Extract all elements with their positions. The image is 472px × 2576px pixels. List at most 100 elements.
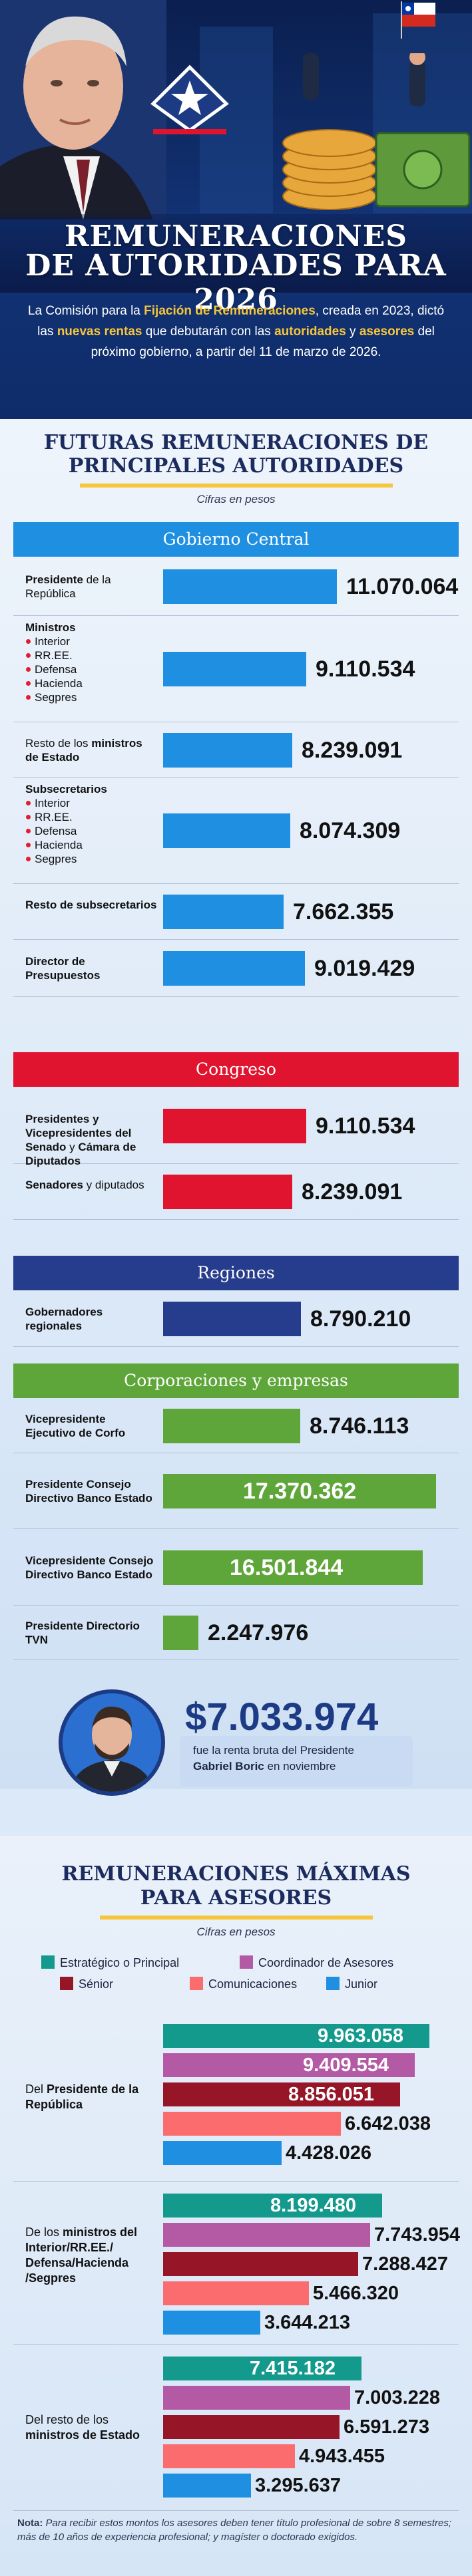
group-label: Del resto de los ministros de Estado: [25, 2412, 158, 2443]
label-bold: Vicepresidente Consejo Directivo Banco E…: [25, 1554, 154, 1581]
row-label: Director de Presupuestos: [25, 954, 158, 982]
value-label: 6.642.038: [345, 2113, 431, 2134]
data-row: Gobernadores regionales 8.790.210: [13, 1291, 459, 1347]
label-bold: Ministros: [25, 621, 76, 634]
legend-item: Junior: [326, 1977, 377, 1991]
footnote-label: Nota:: [17, 2517, 43, 2529]
row-label: Presidente Directorio TVN: [25, 1619, 158, 1647]
value-bar: [163, 1109, 306, 1143]
intro-highlight: autoridades: [274, 325, 346, 339]
government-logo-icon: [150, 65, 229, 134]
label-bold: Gobernadores regionales: [25, 1306, 103, 1332]
label-bullet: Defensa: [25, 662, 158, 676]
value-bar: [163, 2024, 429, 2048]
legend-swatch: [190, 1977, 203, 1990]
label-bold: Subsecretarios: [25, 782, 107, 795]
value-bar: [163, 1474, 436, 1508]
label-bullet: Hacienda: [25, 838, 158, 852]
value-bar: [163, 2141, 282, 2165]
data-row: Presidente de la República 11.070.064: [13, 557, 459, 616]
category-band: Regiones: [13, 1256, 459, 1290]
label-bold: Senadores: [25, 1179, 83, 1191]
legend-item: Coordinador de Asesores: [240, 1955, 393, 1970]
section2-subtitle: Cifras en pesos: [196, 1926, 276, 1938]
value-bar: [163, 1175, 292, 1209]
intro-text: del próximo gobierno, a partir del 11 de…: [91, 325, 435, 359]
value-bar: [163, 2474, 251, 2498]
value-label: 8.790.210: [310, 1306, 411, 1332]
label-text: Resto de los: [25, 736, 92, 750]
title-underline: [100, 1916, 373, 1920]
intro-paragraph: La Comisión para la Fijación de Remunera…: [20, 301, 452, 362]
value-bar: [163, 1302, 301, 1336]
label-bold: ministros de Estado: [25, 736, 142, 764]
label-bold: Resto de subsecretarios: [25, 899, 157, 911]
caption-name: Gabriel Boric: [193, 1760, 264, 1773]
data-row: Senadores y diputados 8.239.091: [13, 1164, 459, 1220]
row-label: Vicepresidente Ejecutivo de Corfo: [25, 1412, 158, 1440]
value-bar: [163, 2252, 358, 2276]
row-label: Senadores y diputados: [25, 1178, 158, 1192]
label-text: y: [66, 1140, 79, 1153]
value-bar: [163, 1616, 198, 1650]
data-row: Presidente Consejo Directivo Banco Estad…: [13, 1453, 459, 1529]
value-bar: [163, 1409, 300, 1443]
row-label: Subsecretarios Interior RR.EE. Defensa Hacie…: [25, 782, 158, 866]
legend-label: Coordinador de Asesores: [258, 1956, 394, 1969]
boric-callout-box: [180, 1736, 413, 1787]
intro-highlight: asesores: [359, 325, 415, 339]
caption-tail: en noviembre: [264, 1760, 336, 1773]
building-silhouette: [200, 27, 273, 213]
boric-photo: [59, 1689, 165, 1796]
value-bar: [163, 2112, 341, 2136]
header-banner: REMUNERACIONES DE AUTORIDADES PARA 2026 …: [0, 0, 472, 419]
caption-text: fue la renta bruta del Presidente: [193, 1744, 354, 1757]
label-bold: Presidente: [25, 573, 83, 586]
value-bar: [163, 813, 290, 848]
label-bold: ministros de Estado: [25, 2428, 140, 2442]
legend-label: Estratégico o Principal: [60, 1956, 180, 1969]
value-bar: [163, 733, 292, 768]
row-label: Vicepresidente Consejo Directivo Banco E…: [25, 1554, 158, 1582]
value-bar: [163, 951, 305, 986]
value-label: 2.247.976: [208, 1620, 309, 1646]
label-bullet: Segpres: [25, 690, 158, 704]
value-label: 9.019.429: [314, 956, 415, 981]
section1-subtitle: Cifras en pesos: [196, 493, 276, 505]
section1-title-line1: FUTURAS REMUNERACIONES DE: [43, 431, 429, 454]
legend-swatch: [60, 1977, 73, 1990]
label-bullet: RR.EE.: [25, 648, 158, 662]
intro-text: y: [346, 325, 359, 339]
advisor-group: Del Presidente de la República 9.963.058 9…: [13, 2012, 459, 2182]
title-band: [0, 214, 472, 293]
value-label: 7.415.182: [250, 2358, 336, 2379]
legend-swatch: [326, 1977, 340, 1990]
data-row: Resto de subsecretarios 7.662.355: [13, 884, 459, 940]
section1-title-line2: PRINCIPALES AUTORIDADES: [68, 454, 404, 478]
value-label: 8.074.309: [300, 818, 401, 843]
page-title-line2: DE AUTORIDADES PARA 2026: [25, 249, 447, 317]
legend-label: Junior: [345, 1977, 378, 1991]
value-label: 8.746.113: [310, 1413, 409, 1439]
value-label: 3.644.213: [264, 2312, 351, 2333]
label-text: y diputados: [83, 1179, 144, 1191]
data-row: Vicepresidente Ejecutivo de Corfo 8.746.1…: [13, 1399, 459, 1453]
boric-salary-caption: fue la renta bruta del Presidente Gabrie…: [193, 1743, 413, 1775]
label-bullet: Interior: [25, 635, 158, 648]
legend-item: Comunicaciones: [190, 1977, 297, 1991]
value-label: 4.428.026: [286, 2142, 372, 2164]
value-label: 8.856.051: [288, 2084, 375, 2105]
value-label: 9.963.058: [318, 2025, 404, 2047]
section2-title-line1: REMUNERACIONES MÁXIMAS: [61, 1862, 411, 1886]
value-label: 8.239.091: [302, 1179, 403, 1205]
value-bar: [163, 2194, 382, 2218]
label-bold: Vicepresidente Ejecutivo de Corfo: [25, 1413, 126, 1439]
footnote-text: Para recibir estos montos los asesores d…: [17, 2517, 451, 2543]
label-bold: Presidente Directorio TVN: [25, 1620, 140, 1646]
value-label: 9.110.534: [316, 656, 415, 682]
page-title-line1: REMUNERACIONES: [64, 219, 408, 253]
legend-swatch: [41, 1955, 55, 1969]
value-bar: [163, 2357, 361, 2380]
data-row: Subsecretarios Interior RR.EE. Defensa Hacie…: [13, 778, 459, 884]
advisor-group: Del resto de los ministros de Estado 7.41…: [13, 2345, 459, 2511]
